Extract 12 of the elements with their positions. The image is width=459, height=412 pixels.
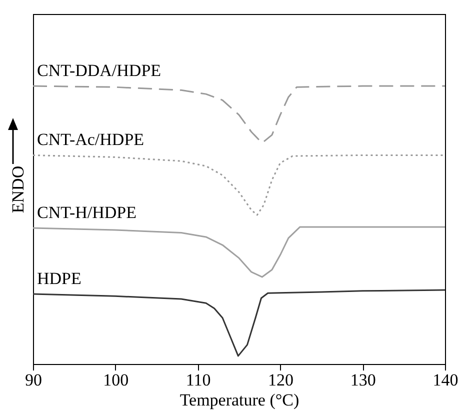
x-tick-label: 90	[25, 370, 42, 390]
x-tick-label: 100	[103, 370, 129, 390]
x-tick-label: 120	[268, 370, 294, 390]
series-label: CNT-H/HDPE	[37, 203, 136, 222]
x-tick-label: 130	[350, 370, 376, 390]
x-axis-title: Temperature (°C)	[180, 390, 300, 410]
x-tick-label: 110	[186, 370, 211, 390]
series-label: CNT-DDA/HDPE	[37, 61, 162, 80]
x-tick-label: 140	[432, 370, 458, 390]
y-axis-title: ENDO	[8, 166, 28, 214]
series-label: HDPE	[37, 268, 82, 288]
series-label: CNT-Ac/HDPE	[37, 130, 144, 150]
